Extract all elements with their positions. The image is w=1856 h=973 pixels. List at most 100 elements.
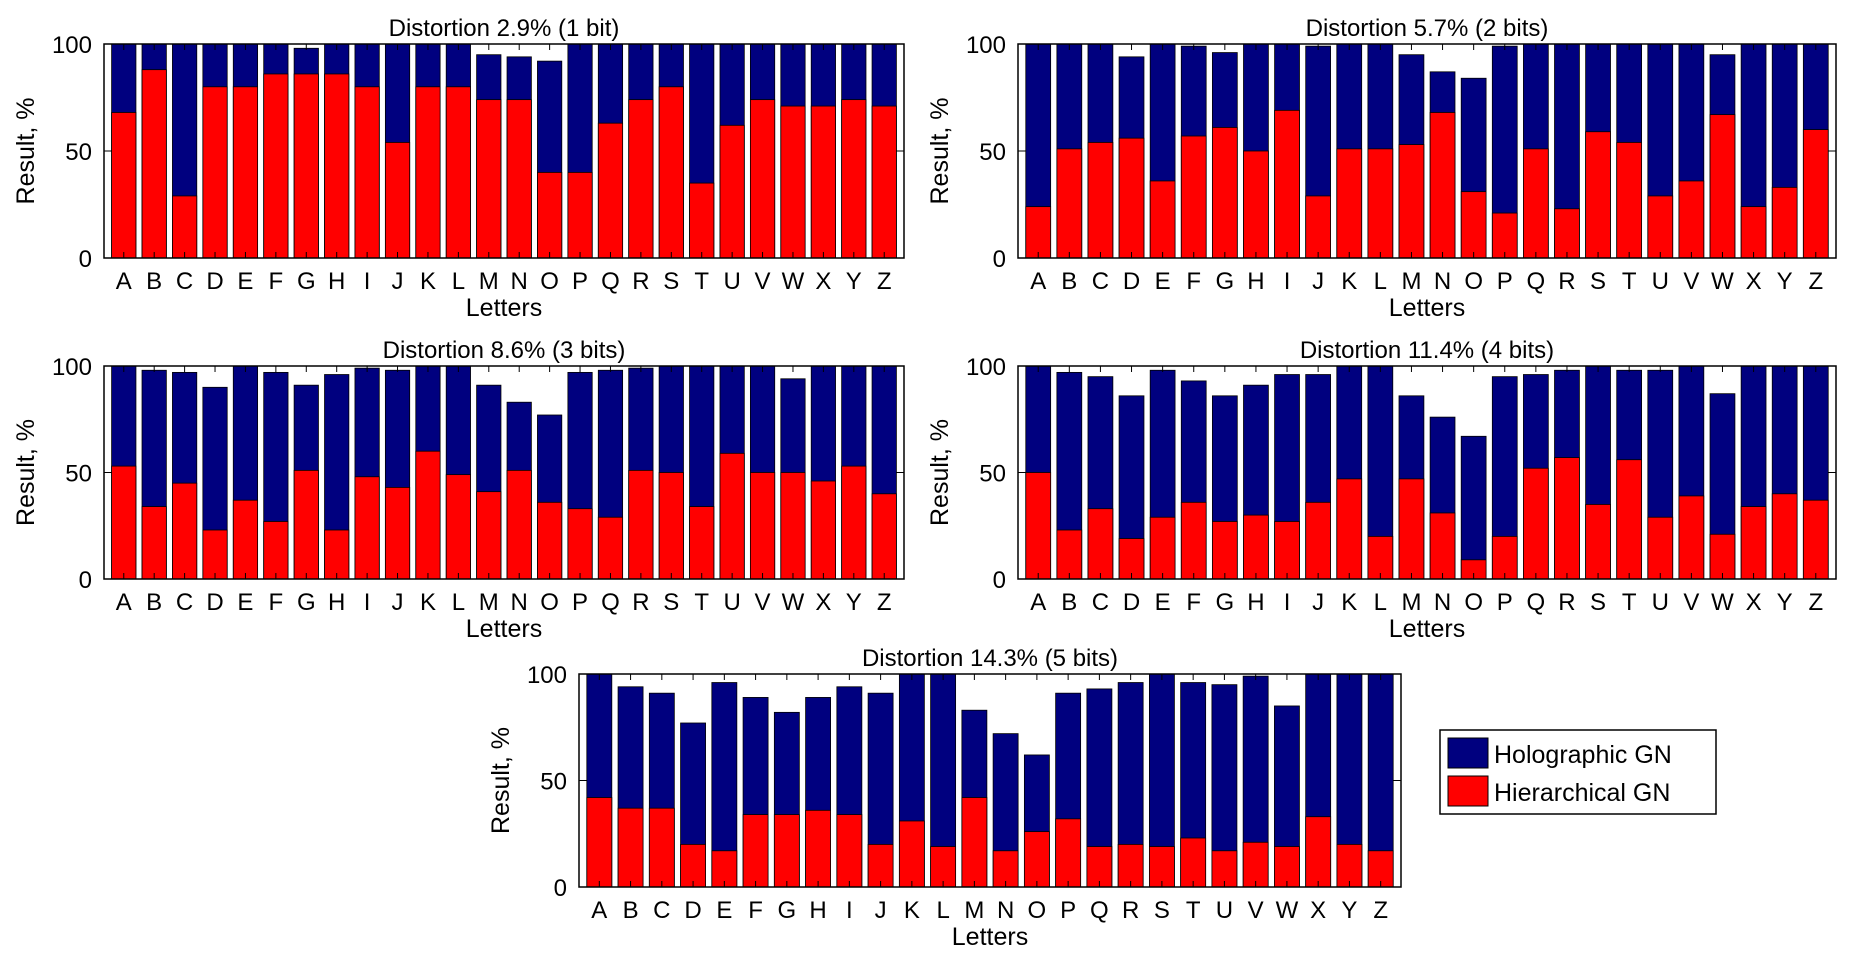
x-tick-label: L bbox=[1374, 589, 1387, 616]
x-axis-label: Letters bbox=[466, 294, 542, 322]
bar-hierarchical-O bbox=[537, 501, 563, 580]
bar-hierarchical-Z bbox=[871, 105, 897, 259]
bar-hierarchical-U bbox=[719, 452, 745, 580]
x-tick-label: F bbox=[269, 268, 284, 295]
bar-hierarchical-N bbox=[506, 469, 532, 580]
x-tick-label: G bbox=[297, 589, 316, 616]
bar-hierarchical-E bbox=[232, 86, 259, 259]
x-tick-label: P bbox=[1497, 268, 1513, 295]
axes-frame bbox=[103, 365, 905, 580]
x-axis-label: Letters bbox=[952, 923, 1028, 951]
legend-swatch-hierarchical bbox=[1447, 775, 1489, 807]
x-tick-label: I bbox=[1284, 589, 1291, 616]
bar-hierarchical-S bbox=[658, 472, 684, 580]
x-tick-label: H bbox=[1247, 589, 1264, 616]
x-tick-label: Z bbox=[1808, 268, 1823, 295]
x-tick-label: Y bbox=[1341, 897, 1357, 924]
bar-hierarchical-H bbox=[1243, 150, 1269, 259]
bar-hierarchical-P bbox=[1491, 536, 1518, 580]
y-tick-label: 100 bbox=[527, 662, 567, 689]
x-tick-label: A bbox=[1030, 268, 1046, 295]
bar-hierarchical-H bbox=[324, 529, 350, 580]
x-tick-label: S bbox=[1154, 897, 1170, 924]
x-tick-label: A bbox=[116, 589, 132, 616]
bar-hierarchical-F bbox=[263, 521, 289, 580]
bar-hierarchical-B bbox=[1056, 148, 1083, 259]
bar-hierarchical-W bbox=[780, 105, 806, 259]
x-tick-label: J bbox=[875, 897, 887, 924]
bar-hierarchical-M bbox=[1398, 144, 1425, 259]
y-tick-label: 50 bbox=[979, 139, 1006, 166]
x-tick-label: V bbox=[1248, 897, 1264, 924]
x-axis-label: Letters bbox=[1389, 294, 1465, 322]
x-tick-label: F bbox=[1186, 589, 1201, 616]
bar-hierarchical-U bbox=[1647, 195, 1674, 259]
x-tick-label: M bbox=[479, 589, 499, 616]
x-tick-label: O bbox=[540, 268, 559, 295]
x-tick-label: L bbox=[452, 268, 465, 295]
y-tick-label: 50 bbox=[65, 139, 92, 166]
bar-hierarchical-M bbox=[476, 99, 502, 259]
x-tick-label: Y bbox=[1777, 268, 1793, 295]
x-tick-label: D bbox=[684, 897, 701, 924]
bar-hierarchical-M bbox=[961, 797, 988, 888]
x-tick-label: T bbox=[1622, 589, 1637, 616]
x-tick-label: N bbox=[997, 897, 1014, 924]
bar-hierarchical-T bbox=[1616, 459, 1643, 580]
x-tick-label: M bbox=[479, 268, 499, 295]
bar-hierarchical-N bbox=[506, 99, 532, 259]
x-tick-label: U bbox=[723, 268, 740, 295]
y-axis-label: Result, % bbox=[12, 419, 40, 526]
y-tick-label: 50 bbox=[540, 769, 567, 796]
x-tick-label: I bbox=[364, 589, 371, 616]
x-tick-label: B bbox=[146, 268, 162, 295]
bar-hierarchical-L bbox=[445, 86, 471, 259]
x-tick-label: N bbox=[511, 589, 528, 616]
bar-hierarchical-A bbox=[111, 112, 137, 259]
y-tick-label: 100 bbox=[966, 32, 1006, 59]
x-tick-label: Q bbox=[601, 589, 620, 616]
bar-hierarchical-Q bbox=[1086, 846, 1113, 888]
bar-hierarchical-G bbox=[1211, 521, 1238, 580]
x-tick-label: Y bbox=[1777, 589, 1793, 616]
legend: Holographic GN Hierarchical GN bbox=[1439, 729, 1717, 815]
bar-hierarchical-X bbox=[1740, 206, 1767, 259]
y-tick-label: 0 bbox=[79, 246, 92, 273]
bar-hierarchical-B bbox=[1056, 529, 1083, 580]
x-tick-label: U bbox=[1652, 589, 1669, 616]
x-tick-label: M bbox=[1401, 268, 1421, 295]
x-tick-label: O bbox=[540, 589, 559, 616]
x-tick-label: C bbox=[1092, 589, 1109, 616]
chart-title: Distortion 14.3% (5 bits) bbox=[862, 645, 1118, 672]
bar-hierarchical-C bbox=[172, 482, 198, 580]
x-tick-label: P bbox=[1060, 897, 1076, 924]
bar-hierarchical-G bbox=[1211, 127, 1238, 259]
x-tick-label: X bbox=[1746, 589, 1762, 616]
x-tick-label: U bbox=[723, 589, 740, 616]
x-tick-label: L bbox=[452, 589, 465, 616]
x-tick-label: X bbox=[1310, 897, 1326, 924]
bar-hierarchical-I bbox=[354, 86, 380, 259]
chart-panel-2: Distortion 5.7% (2 bits) A B C D E F G H I J K L M N O P… bbox=[926, 15, 1837, 322]
y-tick-label: 100 bbox=[52, 32, 92, 59]
bar-hierarchical-M bbox=[1398, 478, 1425, 580]
bar-hierarchical-X bbox=[810, 105, 836, 259]
bar-hierarchical-C bbox=[1087, 508, 1114, 580]
x-tick-label: F bbox=[1186, 268, 1201, 295]
x-tick-label: E bbox=[237, 589, 253, 616]
x-tick-label: A bbox=[591, 897, 607, 924]
bar-hierarchical-F bbox=[742, 814, 769, 888]
x-tick-label: Q bbox=[601, 268, 620, 295]
x-tick-label: G bbox=[1215, 589, 1234, 616]
x-tick-label: C bbox=[653, 897, 670, 924]
bar-hierarchical-T bbox=[689, 182, 715, 259]
x-tick-label: T bbox=[694, 589, 709, 616]
bar-hierarchical-Y bbox=[841, 99, 867, 259]
chart-panels: Distortion 2.9% (1 bit)A B C D E F G H I J K L M N O P Q… bbox=[12, 15, 1837, 951]
bar-hierarchical-U bbox=[1647, 516, 1674, 580]
x-tick-label: E bbox=[1155, 268, 1171, 295]
axes-frame bbox=[1017, 365, 1837, 580]
x-tick-label: D bbox=[206, 589, 223, 616]
x-tick-label: K bbox=[904, 897, 920, 924]
x-tick-label: R bbox=[1558, 268, 1575, 295]
